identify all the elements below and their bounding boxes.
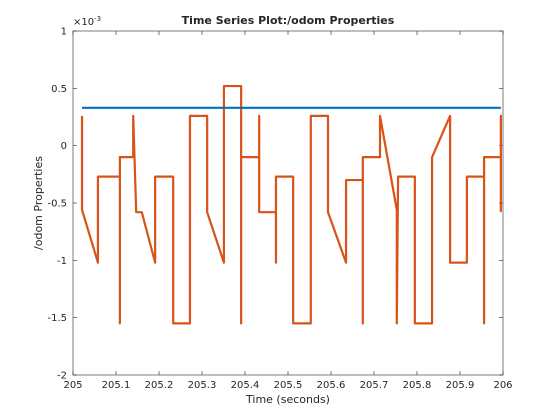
y-tick-label: -2 (57, 371, 67, 382)
y-axis-label: /odom Properties (32, 156, 45, 250)
chart-title: Time Series Plot:/odom Properties (182, 14, 395, 27)
x-tick-label: 205.2 (145, 380, 174, 391)
y-multiplier: ×10-3 (73, 15, 101, 28)
x-tick-label: 205.7 (360, 380, 389, 391)
plot-area (73, 31, 503, 375)
x-tick-label: 205.9 (446, 380, 475, 391)
axes-box (72, 30, 504, 376)
series-line (80, 84, 502, 325)
x-tick-label: 206 (493, 380, 512, 391)
y-tick-label: 0 (61, 141, 67, 152)
x-tick-label: 205.6 (317, 380, 346, 391)
x-tick-label: 205.4 (231, 380, 260, 391)
x-tick-label: 205 (63, 380, 82, 391)
y-multiplier-base: ×10 (73, 17, 94, 28)
x-tick-label: 205.3 (188, 380, 217, 391)
y-tick-label: 0.5 (51, 84, 67, 95)
x-tick-label: 205.5 (274, 380, 303, 391)
x-axis-label: Time (seconds) (245, 393, 330, 406)
y-tick-label: -1.5 (47, 313, 67, 324)
y-tick-label: -0.5 (47, 199, 67, 210)
y-tick-label: -1 (57, 256, 67, 267)
y-tick-label: 1 (61, 27, 67, 38)
y-multiplier-exponent: -3 (94, 15, 101, 23)
x-tick-label: 205.8 (403, 380, 432, 391)
x-tick-label: 205.1 (102, 380, 131, 391)
